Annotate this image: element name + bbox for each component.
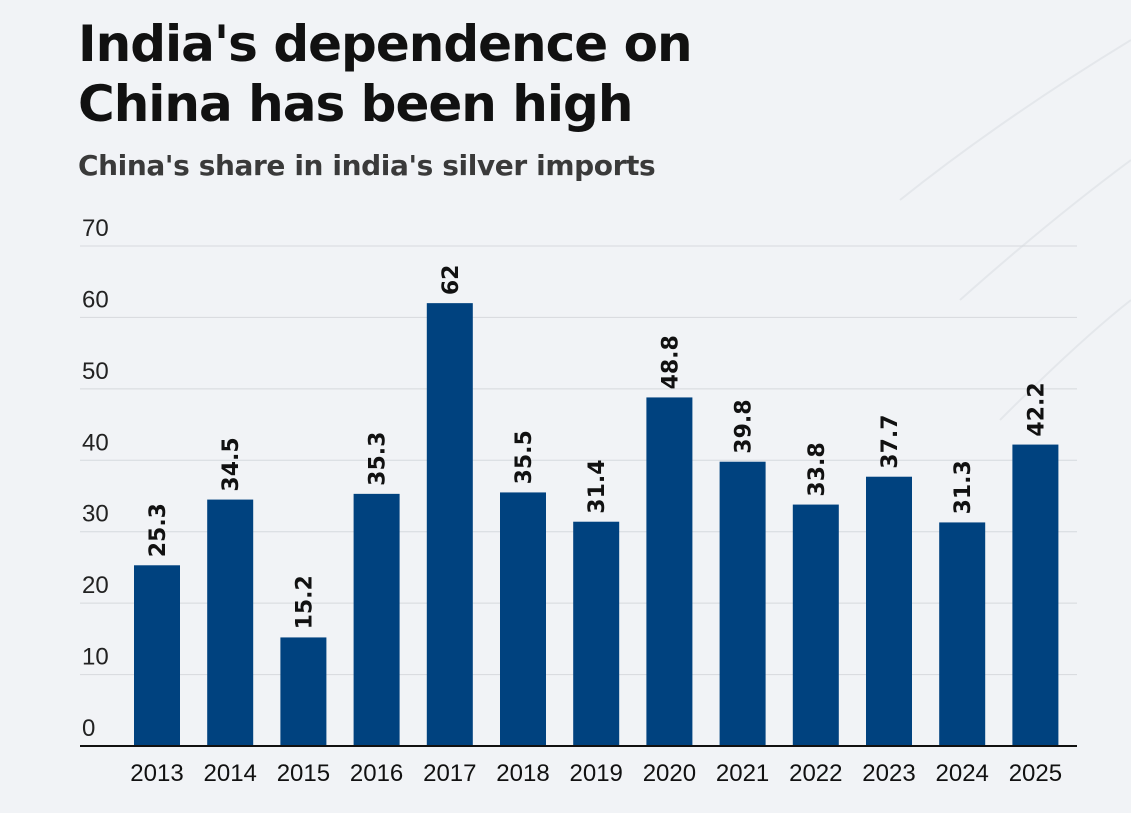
x-tick-label: 2017 — [423, 760, 476, 787]
y-tick-label: 70 — [82, 215, 109, 242]
data-label: 34.5 — [219, 437, 244, 491]
x-tick-label: 2020 — [643, 760, 696, 787]
data-labels: 25.3 34.5 15.2 35.3 62 35.5 31.4 48.8 39.8 33.8 37… — [146, 265, 1049, 630]
x-tick-label: 2014 — [204, 760, 257, 787]
x-tick-label: 2023 — [862, 760, 915, 787]
y-tick-label: 20 — [82, 572, 109, 599]
chart-title: India's dependence on China has been hig… — [78, 14, 878, 134]
bars — [134, 303, 1059, 746]
data-label: 42.2 — [1024, 382, 1049, 436]
data-label: 48.8 — [658, 335, 683, 389]
y-axis-tick-labels: 0 10 20 30 40 50 60 70 — [82, 215, 109, 742]
data-label: 62 — [439, 265, 464, 296]
x-tick-label: 2016 — [350, 760, 403, 787]
y-tick-label: 50 — [82, 358, 109, 385]
data-label: 39.8 — [732, 399, 757, 453]
y-tick-label: 10 — [82, 644, 109, 671]
bar-2018 — [500, 492, 546, 746]
bar-2024 — [939, 522, 986, 746]
bar-2025 — [1012, 444, 1059, 746]
y-tick-label: 60 — [82, 286, 109, 313]
x-axis-tick-labels: 2013 2014 2015 2016 2017 2018 2019 2020 2021 2022… — [130, 760, 1062, 787]
data-label: 25.3 — [146, 503, 171, 557]
x-tick-label: 2024 — [936, 760, 989, 787]
bar-2021 — [719, 461, 766, 746]
x-tick-label: 2018 — [496, 760, 549, 787]
bar-2020 — [646, 397, 693, 746]
x-tick-label: 2019 — [570, 760, 623, 787]
x-tick-label: 2022 — [789, 760, 842, 787]
bar-2015 — [280, 637, 327, 746]
bar-2022 — [792, 504, 839, 746]
x-tick-label: 2021 — [716, 760, 769, 787]
data-label: 15.2 — [292, 575, 317, 629]
data-label: 37.7 — [878, 414, 903, 468]
bar-2017 — [426, 303, 473, 746]
y-tick-label: 40 — [82, 429, 109, 456]
bar-2019 — [573, 521, 620, 746]
title-line-1: India's dependence on — [78, 15, 693, 73]
background-decoration — [899, 39, 1131, 421]
data-label: 31.4 — [585, 459, 610, 513]
data-label: 35.5 — [512, 430, 537, 484]
x-tick-label: 2015 — [277, 760, 330, 787]
bar-2013 — [134, 565, 180, 746]
title-line-2: China has been high — [78, 75, 633, 133]
data-label: 35.3 — [366, 432, 391, 486]
x-tick-label: 2025 — [1009, 760, 1062, 787]
bar-2023 — [866, 476, 912, 746]
y-tick-label: 30 — [82, 501, 109, 528]
bar-2016 — [353, 493, 400, 746]
x-tick-label: 2013 — [130, 760, 183, 787]
bar-2014 — [207, 499, 254, 746]
chart-subtitle: China's share in india's silver imports — [78, 149, 656, 182]
data-label: 33.8 — [805, 442, 830, 496]
data-label: 31.3 — [951, 460, 976, 514]
y-tick-label: 0 — [82, 715, 95, 742]
